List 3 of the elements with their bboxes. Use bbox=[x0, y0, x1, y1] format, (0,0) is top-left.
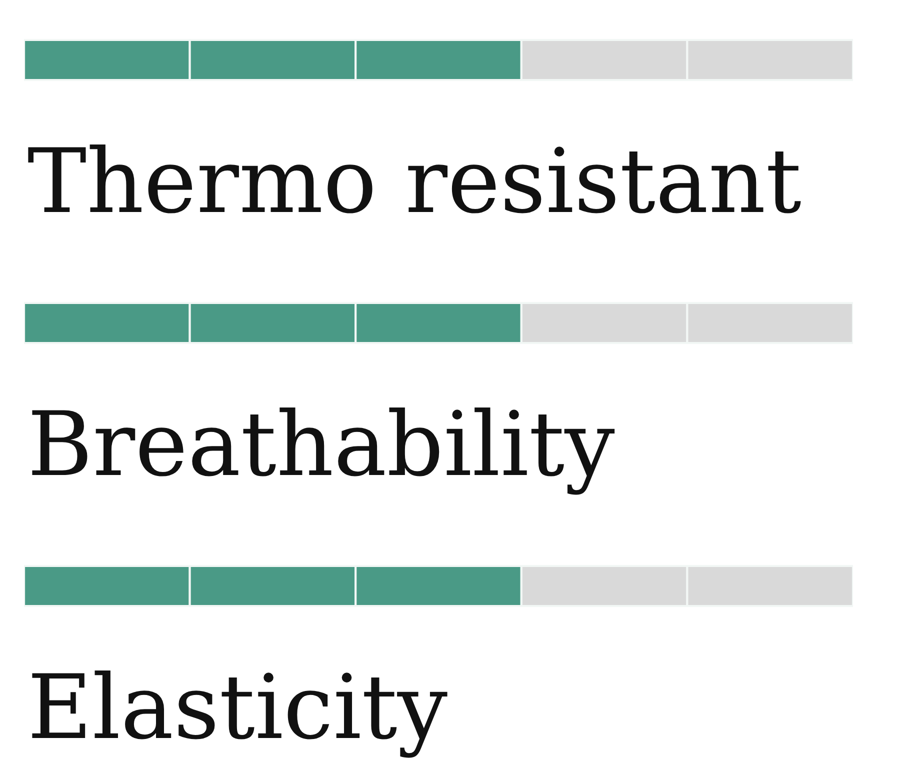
y-tick-label: Breathability bbox=[32, 407, 615, 495]
y-tick-label: Elasticity bbox=[32, 670, 448, 758]
y-tick-label: Thermo resistant bbox=[28, 144, 801, 214]
